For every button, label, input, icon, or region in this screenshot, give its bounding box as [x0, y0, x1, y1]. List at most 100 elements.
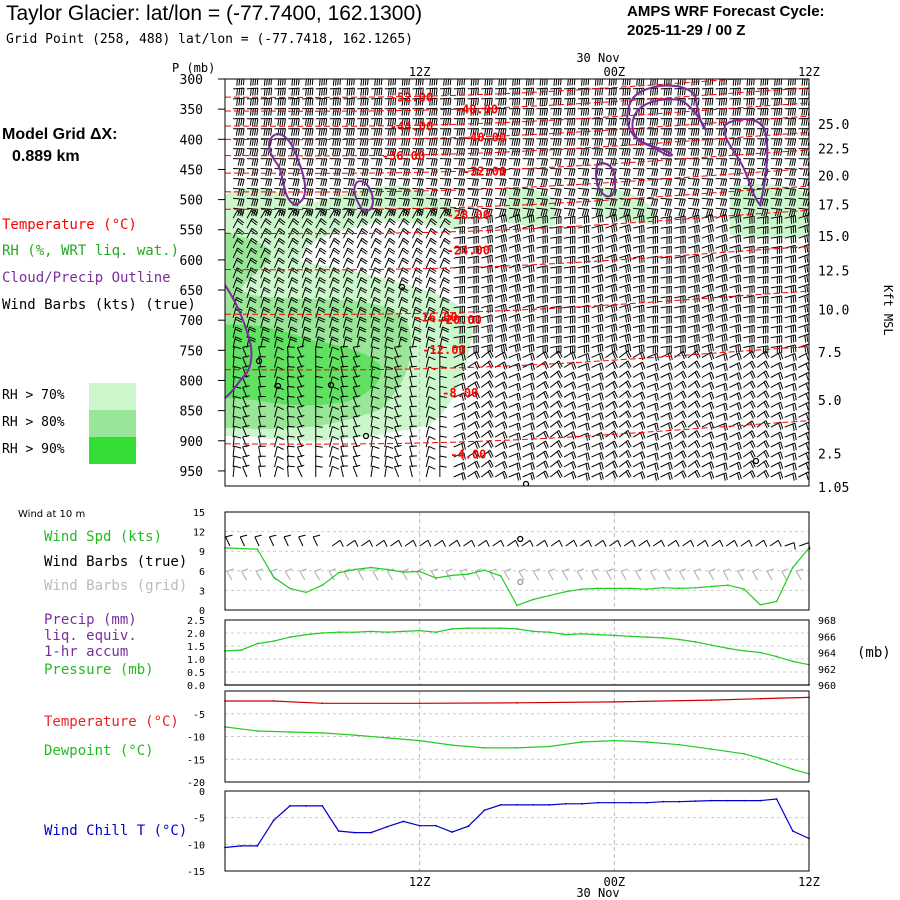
surface-wind-barb — [298, 534, 306, 547]
wind-barb — [315, 286, 326, 299]
wind-barb — [508, 442, 521, 451]
wind-barb — [260, 277, 271, 289]
wind-barb — [536, 470, 549, 479]
wind-barb — [729, 244, 742, 254]
wind-barb — [729, 197, 741, 207]
wind-barb — [343, 118, 355, 126]
wind-barb — [246, 138, 259, 146]
wind-barb — [508, 197, 521, 207]
wind-barb — [577, 372, 590, 382]
wind-barb — [453, 178, 466, 187]
wind-barb — [536, 314, 548, 324]
wind-barb — [352, 385, 361, 398]
wind-barb — [315, 296, 326, 308]
wind-barb — [632, 401, 646, 410]
wind-barb — [233, 168, 245, 177]
wind-barb — [232, 247, 244, 259]
surface-wind-barb — [653, 539, 665, 547]
wind-barb — [508, 343, 521, 353]
wind-barb — [274, 138, 286, 146]
wind-barb — [246, 197, 259, 207]
wind-barb — [370, 306, 381, 318]
wind-barb — [798, 273, 809, 283]
legend-rh: RH (%, WRT liq. wat.) — [2, 243, 180, 259]
wind-barb — [356, 257, 368, 269]
wind-barb — [370, 425, 380, 438]
wind-barb — [757, 265, 769, 275]
wind-barb — [605, 470, 618, 479]
wind-barb — [660, 118, 673, 126]
wind-barb — [508, 382, 521, 392]
wind-barb — [646, 118, 659, 126]
wind-barb — [370, 208, 383, 219]
wind-barb — [370, 158, 383, 167]
wind-barb — [274, 465, 284, 478]
wind-barb — [481, 294, 493, 304]
wind-barb — [453, 107, 466, 116]
wind-barb — [784, 225, 797, 234]
wind-barb — [729, 224, 742, 234]
wind-barb — [784, 138, 797, 146]
wind-barb — [287, 375, 295, 388]
wind-barb — [522, 442, 535, 451]
wind-barb — [522, 422, 535, 431]
wind-barb — [301, 257, 313, 269]
wind-barb — [701, 79, 714, 86]
wind-barb — [743, 440, 756, 449]
wind-speed-line-point — [434, 577, 437, 579]
wind-barb — [619, 253, 632, 263]
wind-barb — [453, 79, 466, 86]
dewpoint-line-point — [645, 741, 648, 743]
wind-barb — [287, 218, 300, 229]
wind-barb — [549, 390, 563, 399]
wind-barb — [770, 97, 783, 106]
wind-barb — [329, 218, 341, 229]
wind-barb — [798, 224, 809, 234]
wind-barb — [770, 168, 783, 177]
wind-barb — [453, 285, 466, 295]
wind-barb — [743, 334, 755, 344]
wind-chill-line-point — [743, 799, 746, 802]
wind-barb — [394, 454, 402, 468]
wind-barb — [232, 326, 243, 338]
wind-barb — [426, 168, 438, 177]
wind-barb — [287, 435, 295, 448]
pressure-tick: 750 — [180, 344, 203, 359]
wind-barb — [287, 277, 299, 289]
wind-barb — [315, 187, 328, 197]
wind-barb — [715, 293, 728, 303]
wind-barb — [329, 296, 340, 308]
wind-barb — [287, 356, 295, 368]
grid-wind-barb — [314, 568, 322, 581]
pressure-label: Pressure (mb) — [44, 662, 154, 678]
wind-barb — [453, 97, 466, 106]
wind-barb — [370, 107, 383, 116]
wind-barb — [409, 435, 417, 448]
wind-chill-line-point — [256, 845, 259, 847]
wind-speed-line-point — [613, 587, 616, 590]
wind-barb — [715, 263, 728, 273]
wind-barb — [550, 148, 562, 156]
wind-barb — [315, 326, 326, 338]
wind-barb — [660, 431, 673, 441]
wind-barb — [522, 128, 535, 136]
wind-speed-line-point — [288, 587, 291, 590]
time-tick-top: 12Z — [409, 65, 431, 79]
wind-barb — [756, 440, 770, 449]
dewpoint-line-point — [256, 730, 259, 732]
wind-barb — [508, 187, 521, 197]
pressure-line-point — [288, 636, 291, 638]
wind-barb — [296, 424, 305, 438]
wind-barb — [246, 158, 259, 167]
wind-barb — [715, 303, 728, 313]
cloud-outline — [723, 118, 769, 208]
temperature-line-point — [613, 701, 616, 703]
wind-barb — [674, 470, 687, 479]
wind-barb — [563, 148, 576, 156]
wind-barb — [329, 178, 342, 187]
wind-barb — [481, 254, 493, 264]
wind-barb — [687, 430, 701, 439]
wind-barb — [258, 396, 266, 408]
wind-barb — [536, 118, 548, 126]
wind-barb — [342, 277, 354, 289]
